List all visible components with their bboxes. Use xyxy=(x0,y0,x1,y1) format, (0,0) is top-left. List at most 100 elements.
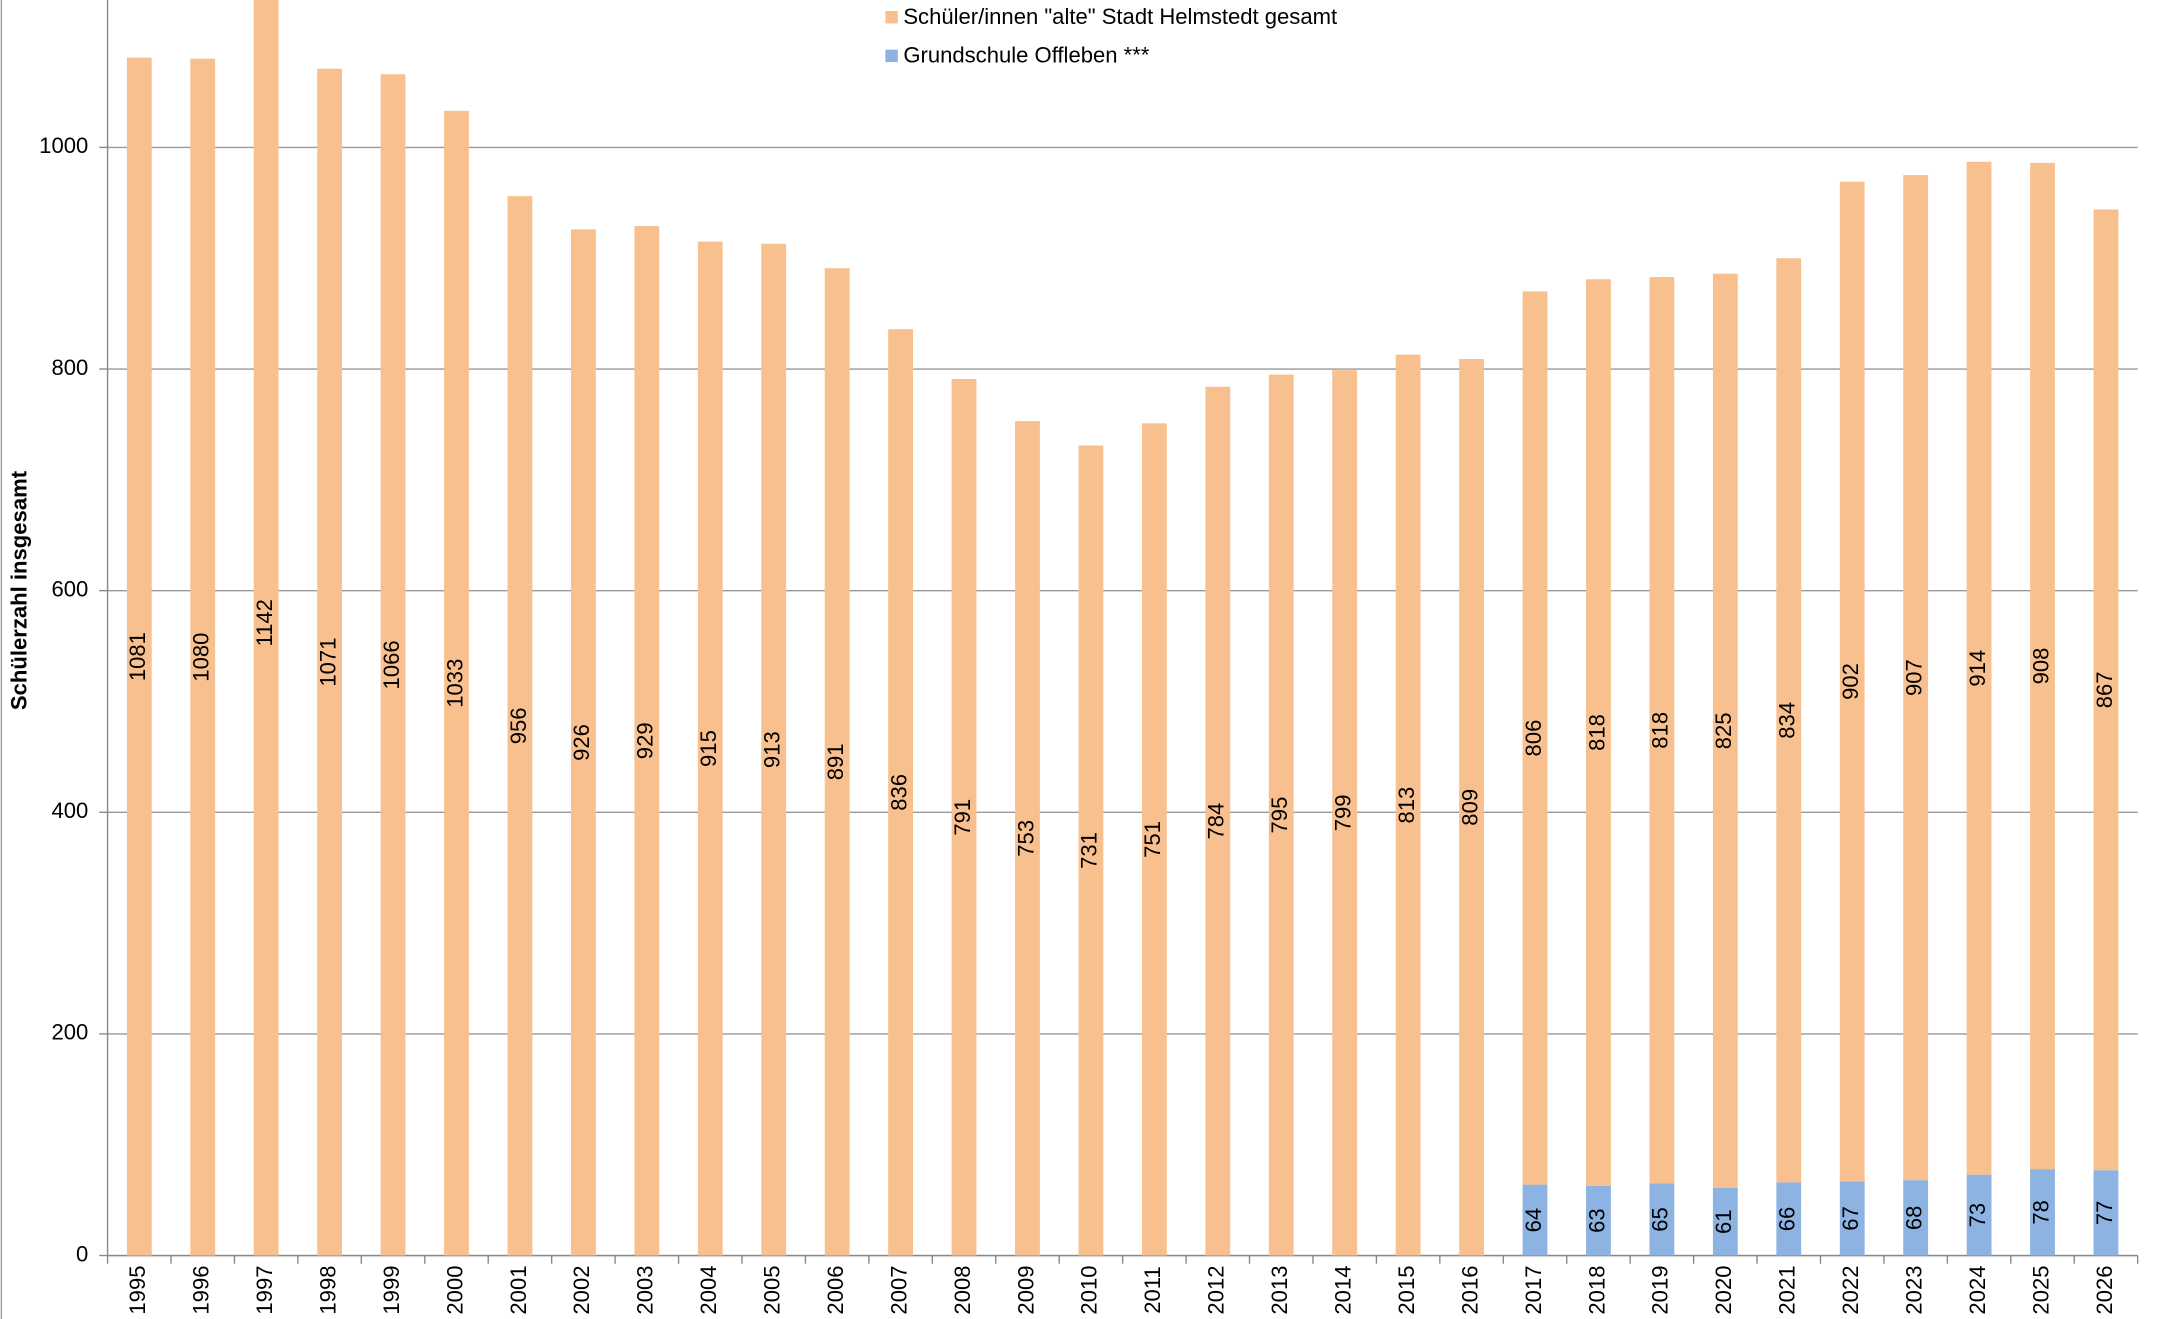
x-tick-label: 1995 xyxy=(125,1265,150,1314)
bar xyxy=(697,241,723,1256)
value-label: 1066 xyxy=(379,640,404,689)
legend-swatch xyxy=(885,49,898,63)
x-tick-label: 2002 xyxy=(569,1265,594,1314)
x-tick-label: 2013 xyxy=(1267,1265,1292,1314)
value-label: 799 xyxy=(1331,794,1356,831)
value-label: 813 xyxy=(1394,787,1419,824)
x-tick-label: 2006 xyxy=(823,1265,848,1314)
value-label: 78 xyxy=(2028,1200,2053,1225)
value-label: 914 xyxy=(1965,650,1990,687)
x-tick-label: 2014 xyxy=(1331,1265,1356,1314)
bar xyxy=(570,229,596,1256)
bar xyxy=(1395,354,1421,1256)
value-label: 926 xyxy=(569,724,594,761)
bar xyxy=(951,378,977,1256)
bar xyxy=(1649,277,1675,1184)
value-label: 77 xyxy=(2092,1201,2117,1226)
value-label: 1080 xyxy=(189,633,214,682)
value-label: 731 xyxy=(1077,832,1102,869)
x-tick-label: 2004 xyxy=(696,1265,721,1314)
bar xyxy=(761,243,787,1256)
value-label: 929 xyxy=(633,722,658,759)
y-axis-label: Schülerzahl insgesamt xyxy=(7,470,32,710)
x-tick-label: 2007 xyxy=(886,1265,911,1314)
x-tick-label: 2019 xyxy=(1648,1265,1673,1314)
y-tick-label: 400 xyxy=(51,798,88,823)
value-label: 1142 xyxy=(252,599,277,646)
bar xyxy=(1332,370,1358,1256)
x-tick-label: 1997 xyxy=(252,1265,277,1314)
value-label: 806 xyxy=(1521,720,1546,757)
value-label: 64 xyxy=(1521,1208,1546,1233)
value-label: 818 xyxy=(1648,712,1673,749)
x-tick-label: 2021 xyxy=(1775,1265,1800,1314)
value-label: 63 xyxy=(1584,1208,1609,1233)
x-tick-label: 1998 xyxy=(315,1265,340,1314)
bar xyxy=(2093,1170,2119,1256)
value-label: 68 xyxy=(1901,1206,1926,1231)
bar xyxy=(126,57,152,1256)
value-label: 915 xyxy=(696,730,721,767)
value-label: 825 xyxy=(1711,712,1736,749)
value-label: 834 xyxy=(1775,702,1800,739)
bar xyxy=(1459,359,1484,1256)
legend-label: Schüler/innen "alte" Stadt Helmstedt ges… xyxy=(903,4,1337,29)
x-tick-label: 2001 xyxy=(506,1265,531,1314)
bar xyxy=(824,268,850,1256)
bar xyxy=(1966,1174,1992,1256)
value-label: 65 xyxy=(1648,1207,1673,1232)
value-label: 73 xyxy=(1965,1203,1990,1228)
bar xyxy=(507,196,533,1256)
value-label: 908 xyxy=(2028,648,2053,685)
bar xyxy=(1522,291,1548,1185)
value-label: 867 xyxy=(2092,671,2117,708)
bar xyxy=(1776,1182,1802,1256)
x-tick-label: 2015 xyxy=(1394,1265,1419,1314)
value-label: 1033 xyxy=(442,659,467,708)
bar xyxy=(1776,258,1802,1183)
bar xyxy=(1522,1184,1548,1256)
bar xyxy=(1078,445,1104,1256)
bar xyxy=(1586,1185,1611,1256)
bar xyxy=(1015,421,1040,1256)
bar xyxy=(888,329,914,1256)
bar xyxy=(634,226,660,1256)
value-label: 818 xyxy=(1584,714,1609,751)
value-label: 907 xyxy=(1901,659,1926,696)
x-tick-label: 2009 xyxy=(1013,1265,1038,1314)
x-tick-label: 2005 xyxy=(760,1265,785,1314)
value-label: 1071 xyxy=(315,638,340,687)
x-tick-label: 2016 xyxy=(1457,1265,1482,1314)
legend-label: Grundschule Offleben *** xyxy=(903,42,1149,67)
value-label: 753 xyxy=(1013,820,1038,857)
bar xyxy=(1712,1187,1738,1256)
bar xyxy=(1839,181,1865,1182)
bar xyxy=(317,68,343,1256)
value-label: 891 xyxy=(823,743,848,780)
value-label: 836 xyxy=(886,774,911,811)
bars xyxy=(126,0,2119,1256)
x-tick-label: 2008 xyxy=(950,1265,975,1314)
y-tick-label: 600 xyxy=(51,576,88,601)
bar xyxy=(253,0,279,1256)
value-label: 1081 xyxy=(125,632,150,681)
value-label: 66 xyxy=(1775,1207,1800,1232)
y-tick-label: 0 xyxy=(76,1241,88,1266)
value-label: 902 xyxy=(1838,663,1863,700)
value-label: 784 xyxy=(1204,803,1229,840)
bar xyxy=(444,110,469,1256)
x-tick-label: 2025 xyxy=(2028,1265,2053,1314)
bar xyxy=(1966,161,1992,1175)
labels: Schüler/innen "alte" Stadt Helmstedt ges… xyxy=(125,4,2117,1315)
x-tick-label: 2018 xyxy=(1584,1265,1609,1314)
x-tick-label: 2011 xyxy=(1140,1266,1165,1313)
bar xyxy=(1839,1181,1865,1256)
x-tick-label: 2024 xyxy=(1965,1265,1990,1314)
bar xyxy=(1141,423,1167,1256)
x-tick-label: 2020 xyxy=(1711,1265,1736,1314)
bar xyxy=(1649,1183,1675,1256)
bar xyxy=(1268,374,1294,1256)
legend-swatch xyxy=(885,11,898,24)
